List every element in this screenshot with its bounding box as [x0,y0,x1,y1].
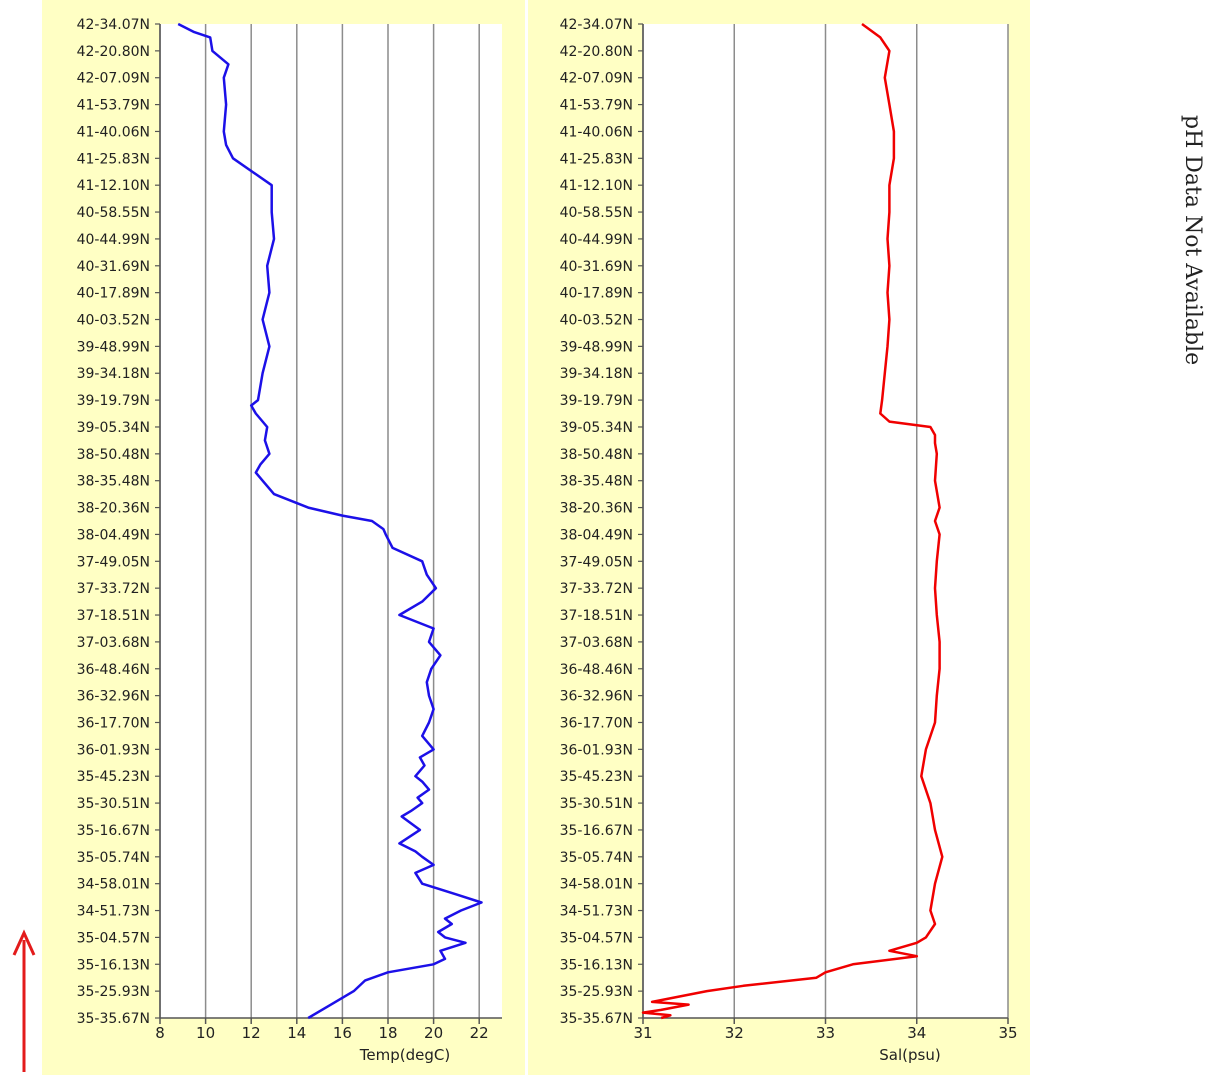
y-tick-label: 35-35.67N [560,1011,633,1027]
y-tick-label: 35-16.67N [560,823,633,839]
x-tick-label: 16 [333,1024,352,1042]
y-tick-label: 38-50.48N [77,447,150,463]
y-tick-label: 34-58.01N [77,877,150,893]
y-tick-label: 35-45.23N [560,769,633,785]
y-tick-label: 35-16.13N [560,957,633,973]
salinity-chart: 31 32 33 34 35 42-34.07N 42-20.80N 42-07.09N 41-… [528,0,1030,1075]
y-tick-label: 38-35.48N [560,474,633,490]
y-tick-label: 41-40.06N [560,124,633,140]
y-tick-label: 39-48.99N [77,339,150,355]
y-tick-label: 35-04.57N [560,930,633,946]
y-tick-label: 39-05.34N [77,420,150,436]
x-axis-label: Temp(degC) [359,1046,450,1064]
y-tick-label: 40-03.52N [560,313,633,329]
y-tick-label: 41-12.10N [560,178,633,194]
y-tick-label: 37-33.72N [77,581,150,597]
y-tick-label: 41-25.83N [77,151,150,167]
y-tick-label: 37-33.72N [560,581,633,597]
series-line [177,22,483,1020]
y-tick-label: 39-34.18N [77,366,150,382]
y-tick-label: 36-17.70N [77,715,150,731]
y-tick-label: 39-48.99N [560,339,633,355]
y-tick-label: 42-34.07N [560,17,633,33]
y-tick-label: 40-31.69N [77,259,150,275]
x-tick-label: 31 [633,1024,652,1042]
y-tick-label: 36-01.93N [77,742,150,758]
y-tick-label: 36-48.46N [77,662,150,678]
y-tick-label: 40-58.55N [77,205,150,221]
y-tick-label: 37-03.68N [77,635,150,651]
y-tick-label: 39-19.79N [77,393,150,409]
y-tick-label: 35-16.67N [77,823,150,839]
x-tick-label: 22 [470,1024,489,1042]
direction-arrow-icon [12,929,36,1072]
x-tick-label: 8 [155,1024,165,1042]
x-tick-label: 18 [378,1024,397,1042]
y-tick-label: 35-16.13N [77,957,150,973]
y-tick-label: 38-20.36N [77,501,150,517]
y-tick-label: 35-45.23N [77,769,150,785]
y-tick-label: 38-04.49N [77,527,150,543]
y-tick-label: 40-03.52N [77,313,150,329]
y-tick-label: 42-20.80N [560,44,633,60]
x-tick-label: 12 [242,1024,261,1042]
y-tick-label: 36-01.93N [560,742,633,758]
y-tick-label: 40-44.99N [77,232,150,248]
y-tick-label: 36-32.96N [77,689,150,705]
y-tick-label: 35-30.51N [77,796,150,812]
y-tick-label: 42-07.09N [77,71,150,87]
temperature-chart: 8 10 12 14 16 18 20 22 42-34.07N 42-20.80N 42-07.0… [42,0,525,1075]
y-tick-label: 39-34.18N [560,366,633,382]
y-tick-label: 35-05.74N [77,850,150,866]
y-tick-label: 39-19.79N [560,393,633,409]
y-tick-label: 35-04.57N [77,930,150,946]
y-tick-label: 40-58.55N [560,205,633,221]
y-tick-label: 37-03.68N [560,635,633,651]
plot-area [160,24,502,1018]
y-tick-label: 42-20.80N [77,44,150,60]
y-tick-label: 34-51.73N [77,904,150,920]
y-tick-label: 41-25.83N [560,151,633,167]
x-axis-label: Sal(psu) [879,1046,940,1064]
y-tick-label: 36-48.46N [560,662,633,678]
y-tick-label: 42-07.09N [560,71,633,87]
y-tick-label: 38-35.48N [77,474,150,490]
x-tick-label: 35 [998,1024,1017,1042]
y-tick-label: 36-17.70N [560,715,633,731]
y-tick-label: 38-04.49N [560,527,633,543]
x-tick-label: 33 [816,1024,835,1042]
y-tick-label: 40-17.89N [560,286,633,302]
y-tick-label: 41-53.79N [560,98,633,114]
y-tick-label: 37-18.51N [77,608,150,624]
x-tick-label: 14 [287,1024,306,1042]
x-tick-label: 10 [196,1024,215,1042]
x-tick-label: 32 [725,1024,744,1042]
y-tick-label: 40-31.69N [560,259,633,275]
y-tick-label: 35-25.93N [77,984,150,1000]
y-tick-label: 35-25.93N [560,984,633,1000]
series-line [641,22,944,1020]
y-tick-label: 40-44.99N [560,232,633,248]
y-tick-label: 38-50.48N [560,447,633,463]
y-tick-label: 35-05.74N [560,850,633,866]
y-tick-label: 34-51.73N [560,904,633,920]
x-tick-label: 34 [907,1024,926,1042]
y-tick-label: 42-34.07N [77,17,150,33]
ph-not-available-note: pH Data Not Available [1180,115,1205,366]
y-tick-label: 41-53.79N [77,98,150,114]
y-tick-label: 41-12.10N [77,178,150,194]
y-tick-label: 37-18.51N [560,608,633,624]
y-tick-label: 37-49.05N [560,554,633,570]
y-tick-label: 39-05.34N [560,420,633,436]
y-tick-label: 41-40.06N [77,124,150,140]
y-tick-label: 35-30.51N [560,796,633,812]
y-tick-label: 37-49.05N [77,554,150,570]
y-tick-label: 38-20.36N [560,501,633,517]
x-tick-label: 20 [424,1024,443,1042]
y-tick-label: 40-17.89N [77,286,150,302]
y-tick-label: 36-32.96N [560,689,633,705]
y-tick-label: 34-58.01N [560,877,633,893]
y-tick-label: 35-35.67N [77,1011,150,1027]
